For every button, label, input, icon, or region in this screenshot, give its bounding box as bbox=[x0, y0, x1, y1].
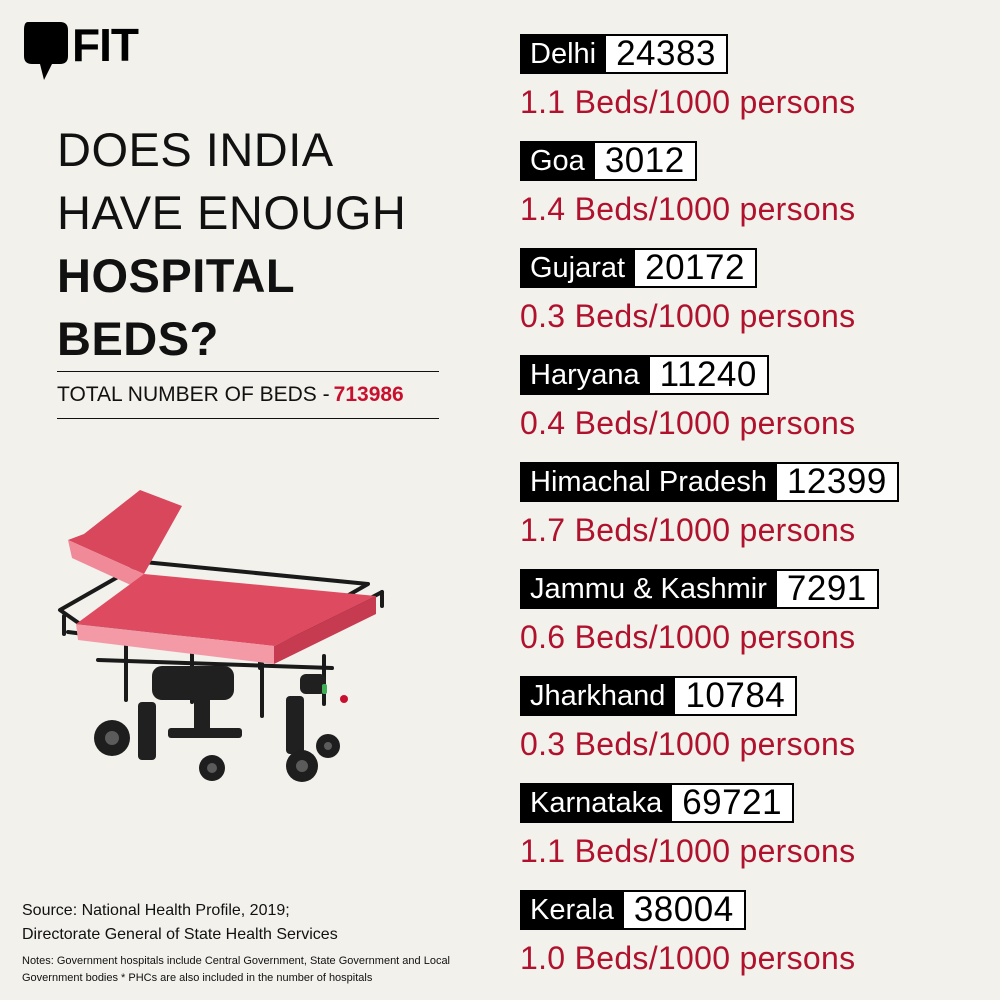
beds-per-thousand-text: 1.4 Beds/1000 persons bbox=[520, 191, 856, 227]
brand-name: FIT bbox=[72, 19, 139, 71]
state-row: Delhi 24383 bbox=[520, 34, 728, 74]
state-card-delhi: Delhi 24383 1.1 Beds/1000 persons bbox=[520, 34, 950, 144]
state-bed-count: 10784 bbox=[675, 676, 798, 716]
source-note: Source: National Health Profile, 2019; D… bbox=[22, 899, 442, 947]
state-bed-count: 20172 bbox=[635, 248, 757, 288]
total-beds-label: TOTAL NUMBER OF BEDS - bbox=[57, 383, 330, 406]
footnote: Notes: Government hospitals include Cent… bbox=[22, 955, 451, 984]
beds-per-thousand-text: 1.7 Beds/1000 persons bbox=[520, 512, 856, 548]
state-card-jharkhand: Jharkhand 10784 0.3 Beds/1000 persons bbox=[520, 676, 950, 786]
state-card-himachal-pradesh: Himachal Pradesh 12399 1.7 Beds/1000 per… bbox=[520, 462, 950, 572]
state-row: Kerala 38004 bbox=[520, 890, 746, 930]
state-bed-count: 69721 bbox=[672, 783, 795, 823]
page-title: DOES INDIA HAVE ENOUGH HOSPITAL BEDS? bbox=[57, 118, 447, 370]
state-name-label: Gujarat bbox=[520, 248, 636, 288]
state-bed-count: 24383 bbox=[606, 34, 728, 74]
headline-line-1: DOES INDIA bbox=[57, 123, 334, 176]
state-name-label: Jammu & Kashmir bbox=[520, 569, 777, 609]
state-row: Gujarat 20172 bbox=[520, 248, 757, 288]
beds-per-thousand-text: 1.1 Beds/1000 persons bbox=[520, 84, 856, 120]
total-beds-summary: TOTAL NUMBER OF BEDS - 713986 bbox=[57, 371, 439, 419]
headline-line-2: HAVE ENOUGH bbox=[57, 186, 407, 239]
state-name-label: Himachal Pradesh bbox=[520, 462, 777, 502]
state-bed-count: 7291 bbox=[776, 569, 879, 609]
state-row: Haryana 11240 bbox=[520, 355, 769, 395]
headline-line-3: HOSPITAL bbox=[57, 249, 296, 302]
state-card-goa: Goa 3012 1.4 Beds/1000 persons bbox=[520, 141, 950, 251]
source-line-1: Source: National Health Profile, 2019; bbox=[22, 902, 290, 919]
state-row: Himachal Pradesh 12399 bbox=[520, 462, 899, 502]
beds-per-thousand-text: 1.0 Beds/1000 persons bbox=[520, 940, 856, 976]
state-name-label: Jharkhand bbox=[520, 676, 676, 716]
state-name-label: Haryana bbox=[520, 355, 650, 395]
total-beds-value: 713986 bbox=[333, 383, 404, 406]
source-line-2: Directorate General of State Health Serv… bbox=[22, 926, 338, 943]
hospital-stretcher-bed-icon bbox=[58, 490, 384, 782]
state-row: Karnataka 69721 bbox=[520, 783, 795, 823]
beds-per-thousand-text: 0.4 Beds/1000 persons bbox=[520, 405, 856, 441]
headline-line-4: BEDS? bbox=[57, 312, 219, 365]
state-name-label: Karnataka bbox=[520, 783, 673, 823]
beds-per-thousand-text: 1.1 Beds/1000 persons bbox=[520, 833, 856, 869]
state-name-label: Kerala bbox=[520, 890, 624, 930]
state-row: Goa 3012 bbox=[520, 141, 697, 181]
state-card-gujarat: Gujarat 20172 0.3 Beds/1000 persons bbox=[520, 248, 950, 358]
brand-logo: FIT bbox=[22, 18, 142, 88]
state-card-karnataka: Karnataka 69721 1.1 Beds/1000 persons bbox=[520, 783, 950, 893]
speech-bubble-logo-icon bbox=[24, 22, 68, 80]
beds-per-thousand-text: 0.6 Beds/1000 persons bbox=[520, 619, 856, 655]
state-bed-count: 38004 bbox=[623, 890, 746, 930]
state-bed-count: 12399 bbox=[776, 462, 899, 502]
state-row: Jharkhand 10784 bbox=[520, 676, 798, 716]
state-row: Jammu & Kashmir 7291 bbox=[520, 569, 879, 609]
state-bed-count: 11240 bbox=[649, 355, 769, 395]
state-bed-count: 3012 bbox=[594, 141, 697, 181]
state-name-label: Delhi bbox=[520, 34, 607, 74]
state-card-jammu-kashmir: Jammu & Kashmir 7291 0.6 Beds/1000 perso… bbox=[520, 569, 950, 679]
beds-per-thousand-text: 0.3 Beds/1000 persons bbox=[520, 726, 856, 762]
state-card-haryana: Haryana 11240 0.4 Beds/1000 persons bbox=[520, 355, 950, 465]
state-name-label: Goa bbox=[520, 141, 595, 181]
state-card-kerala: Kerala 38004 1.0 Beds/1000 persons bbox=[520, 890, 950, 1000]
beds-per-thousand-text: 0.3 Beds/1000 persons bbox=[520, 298, 856, 334]
